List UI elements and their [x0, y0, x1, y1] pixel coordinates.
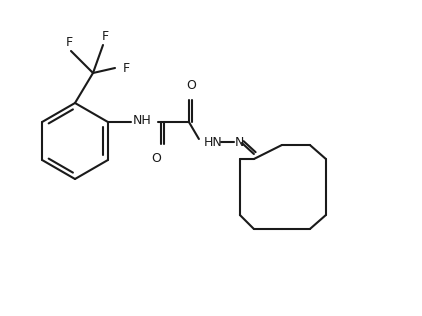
- Text: NH: NH: [133, 114, 151, 127]
- Text: F: F: [65, 36, 73, 49]
- Text: N: N: [235, 136, 244, 149]
- Text: HN: HN: [204, 136, 223, 149]
- Text: O: O: [186, 79, 196, 92]
- Text: O: O: [151, 152, 161, 165]
- Text: F: F: [101, 30, 108, 43]
- Text: F: F: [123, 62, 130, 75]
